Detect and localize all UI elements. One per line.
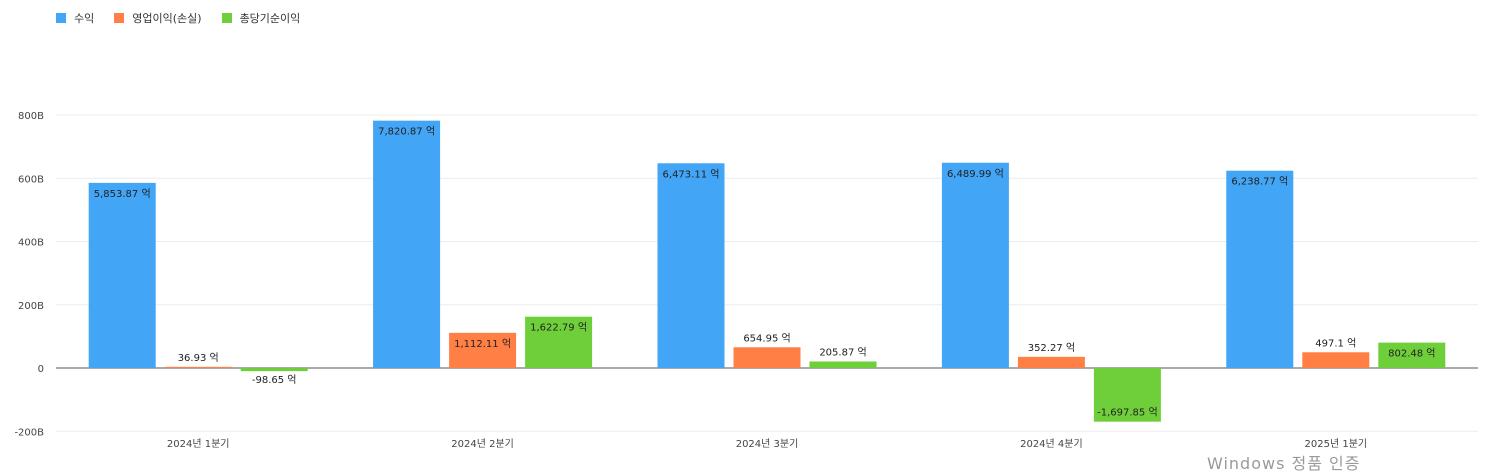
data-label: 7,820.87 억 [378, 126, 435, 138]
bar [941, 162, 1009, 368]
bar [525, 316, 593, 368]
data-label: 1,622.79 억 [530, 322, 587, 334]
bar [373, 120, 441, 369]
data-label: 802.48 억 [1388, 348, 1435, 360]
data-label: 6,489.99 억 [947, 168, 1004, 180]
data-label: 36.93 억 [178, 352, 219, 364]
bar [733, 347, 801, 368]
legend-item-revenue[interactable]: 수익 [56, 10, 94, 26]
legend-label-net-income: 총당기순이익 [239, 12, 301, 25]
legend-item-net-income[interactable]: 총당기순이익 [221, 10, 301, 26]
bar [1226, 170, 1294, 368]
y-tick-label: -200B [14, 427, 44, 438]
x-tick-label: 2024년 2분기 [451, 438, 514, 450]
x-tick-label: 2024년 4분기 [1020, 438, 1083, 450]
data-label: 1,112.11 억 [454, 338, 511, 350]
legend-swatch-net-income [221, 13, 232, 23]
bar [1017, 356, 1085, 368]
data-label: 654.95 억 [743, 332, 790, 344]
x-tick-label: 2024년 1분기 [167, 438, 230, 450]
data-label: 6,238.77 억 [1231, 176, 1288, 188]
y-tick-label: 0 [38, 364, 44, 375]
bar [449, 332, 517, 368]
data-label: 205.87 억 [819, 346, 866, 358]
bar [1378, 342, 1446, 368]
bar [1093, 368, 1161, 422]
chart-legend: 수익 영업이익(손실) 총당기순이익 [56, 10, 300, 26]
y-tick-label: 200B [18, 301, 44, 312]
y-tick-label: 600B [18, 174, 44, 185]
bar [88, 182, 156, 368]
data-label: 5,853.87 억 [94, 188, 151, 200]
bar [809, 361, 877, 368]
y-tick-label: 800B [18, 111, 44, 122]
data-label: -98.65 억 [252, 374, 297, 386]
bar [164, 366, 232, 368]
legend-label-revenue: 수익 [74, 12, 95, 25]
data-label: 497.1 억 [1315, 337, 1356, 349]
legend-swatch-revenue [56, 13, 66, 23]
legend-item-operating-income[interactable]: 영업이익(손실) [114, 10, 202, 26]
bar [657, 163, 725, 368]
bar [240, 368, 308, 372]
x-tick-label: 2025년 1분기 [1305, 438, 1368, 450]
data-label: 6,473.11 억 [663, 168, 720, 180]
data-label: -1,697.85 억 [1097, 407, 1158, 419]
windows-activation-watermark: Windows 정품 인증 [1207, 454, 1361, 473]
y-tick-label: 400B [18, 238, 44, 249]
legend-swatch-operating-income [114, 13, 125, 23]
x-tick-label: 2024년 3분기 [736, 438, 799, 450]
bar [1302, 352, 1370, 368]
legend-label-operating-income: 영업이익(손실) [132, 12, 202, 25]
data-label: 352.27 억 [1028, 342, 1075, 354]
